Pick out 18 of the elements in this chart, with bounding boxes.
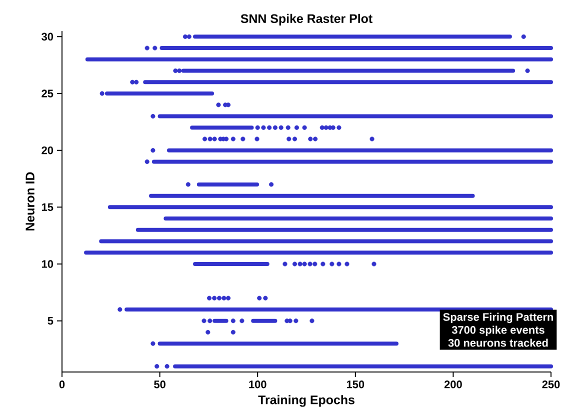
- x-tick-label: 50: [154, 380, 166, 388]
- y-axis-title: Neuron ID: [26, 172, 34, 230]
- x-tick-label: 250: [542, 380, 560, 388]
- y-tick-label: 30: [42, 32, 54, 41]
- y-tick-label: 25: [42, 90, 54, 98]
- x-axis-title: Training Epochs: [258, 395, 354, 407]
- x-tick-label: 150: [346, 380, 364, 388]
- y-tick-label: 10: [42, 260, 54, 268]
- chart-title: SNN Spike Raster Plot: [240, 14, 372, 26]
- x-tick-label: 0: [59, 380, 65, 388]
- annotation: 30 neurons tracked: [448, 338, 548, 347]
- y-tick-label: 15: [42, 203, 54, 212]
- annotation: 3700 spike events: [452, 326, 544, 336]
- x-tick-label: 100: [249, 380, 266, 388]
- y-tick-label: 20: [42, 146, 54, 154]
- y-tick-label: 5: [48, 317, 54, 325]
- annotation: Sparse Firing Pattern: [443, 312, 553, 324]
- x-tick-label: 200: [444, 380, 462, 388]
